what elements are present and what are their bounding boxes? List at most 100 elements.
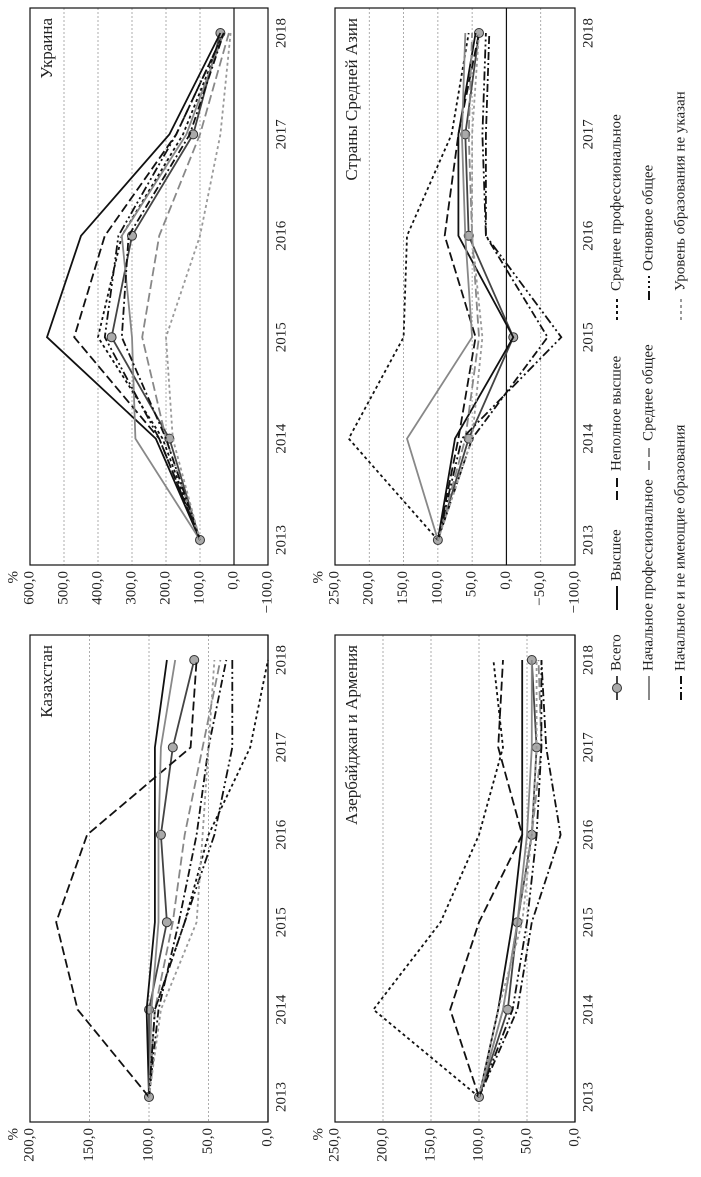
y-tick-label: 200,0	[374, 1128, 390, 1162]
y-tick-label: 300,0	[123, 571, 139, 605]
x-tick-label: 2013	[273, 525, 289, 555]
chart-title: Азербайджан и Армения	[342, 645, 361, 825]
x-tick-label: 2015	[580, 907, 596, 937]
series-line	[478, 659, 562, 1098]
series-line	[478, 659, 543, 1098]
y-tick-label: 100,0	[470, 1128, 486, 1162]
y-tick-label: 400,0	[89, 571, 105, 605]
legend-label: Начальное профессиональное	[640, 479, 656, 671]
series-line	[347, 32, 470, 541]
y-tick-label: 100,0	[191, 571, 207, 605]
series-line	[148, 659, 196, 1097]
legend-item: Неполное высшее	[608, 356, 624, 500]
chart: −100,0 −50,0 0,0 50,0 100,0 150,0 200,0 250,0% 2…	[310, 7, 596, 613]
x-tick-label: 2015	[273, 322, 289, 352]
legend-item: Начальное профессиональное	[640, 479, 656, 700]
y-tick-label: 50,0	[518, 1128, 534, 1154]
legend-label: Всего	[608, 634, 624, 671]
series-line	[478, 660, 533, 1098]
x-tick-label: 2015	[580, 322, 596, 352]
x-tick-label: 2013	[273, 1082, 289, 1112]
series-line	[478, 660, 543, 1098]
series-line	[145, 659, 168, 1098]
legend-label: Среднее профессиональное	[608, 114, 624, 291]
y-tick-label: 0,0	[498, 571, 514, 590]
series-line	[148, 659, 228, 1098]
legend-item: Высшее	[608, 529, 624, 610]
plot-frame	[334, 634, 576, 1123]
y-tick-label: 0,0	[259, 1128, 275, 1147]
y-tick-label: 250,0	[326, 1128, 342, 1162]
chart-title: Страны Средней Азии	[342, 18, 361, 181]
y-tick-label: 200,0	[21, 1128, 37, 1162]
series-line	[120, 32, 225, 541]
y-tick-label: 600,0	[21, 571, 37, 605]
series-line	[449, 659, 524, 1098]
series-line	[165, 32, 232, 541]
series-marker	[161, 917, 172, 928]
x-tick-label: 2018	[273, 645, 289, 675]
series-line	[103, 32, 225, 541]
plot-frame	[29, 634, 269, 1123]
x-tick-label: 2013	[580, 1082, 596, 1112]
y-tick-label: −100,0	[566, 571, 582, 613]
series-line	[437, 32, 549, 541]
x-tick-label: 2017	[580, 732, 596, 763]
series-line	[437, 32, 515, 541]
y-tick-label: 250,0	[326, 571, 342, 605]
series-marker	[189, 655, 200, 665]
legend-item: Основное общее	[640, 164, 656, 300]
series-line	[437, 32, 515, 541]
x-tick-label: 2016	[273, 220, 289, 251]
series-line	[45, 32, 222, 541]
series-line	[148, 660, 234, 1098]
series-line	[148, 659, 177, 1098]
x-tick-label: 2018	[273, 18, 289, 48]
series-line	[148, 659, 216, 1098]
chart: 0,0 50,0 100,0 150,0 200,0% 2013 2014 2015 2016 2…	[5, 634, 289, 1162]
y-axis-unit: %	[5, 571, 21, 584]
y-tick-label: 150,0	[395, 571, 411, 605]
legend-item: Среднее общее	[640, 344, 656, 470]
x-tick-label: 2016	[580, 819, 596, 850]
plot-frame	[29, 7, 269, 566]
series-line	[55, 659, 198, 1098]
series-line	[478, 660, 538, 1098]
series-line	[437, 32, 480, 541]
y-tick-label: 50,0	[464, 571, 480, 597]
series-marker	[463, 230, 474, 241]
x-tick-label: 2016	[580, 220, 596, 251]
series-marker	[460, 129, 471, 140]
x-tick-label: 2018	[580, 18, 596, 48]
series-line	[120, 32, 225, 541]
x-tick-label: 2014	[273, 423, 289, 454]
y-tick-label: −100,0	[259, 571, 275, 613]
legend-item: Начальное и не имеющие образования	[672, 425, 688, 700]
series-line	[141, 32, 230, 541]
y-tick-label: 100,0	[140, 1128, 156, 1162]
y-axis-unit: %	[5, 1128, 21, 1141]
chart: 0,0 50,0 100,0 150,0 200,0 250,0% 2013 2014 2015…	[310, 634, 596, 1162]
chart: −100,0 0,0 100,0 200,0 300,0 400,0 500,0 600,0%…	[5, 7, 289, 613]
y-axis-unit: %	[310, 1128, 326, 1141]
series-line	[372, 659, 504, 1098]
y-tick-label: 150,0	[422, 1128, 438, 1162]
legend-marker	[612, 683, 622, 693]
y-tick-label: −50,0	[532, 571, 548, 606]
series-marker	[188, 129, 199, 140]
legend-label: Среднее общее	[640, 344, 656, 441]
x-tick-label: 2017	[273, 732, 289, 763]
legend-label: Начальное и не имеющие образования	[672, 425, 688, 671]
legend-label: Неполное высшее	[608, 356, 624, 471]
x-tick-label: 2014	[273, 994, 289, 1025]
x-tick-label: 2016	[273, 819, 289, 850]
y-tick-label: 50,0	[200, 1128, 216, 1154]
y-tick-label: 200,0	[157, 571, 173, 605]
series-line	[437, 32, 484, 541]
x-tick-label: 2017	[273, 119, 289, 150]
series-marker	[167, 742, 178, 753]
chart-title: Украина	[37, 18, 56, 79]
y-tick-label: 0,0	[566, 1128, 582, 1147]
plot-frame	[334, 7, 576, 566]
